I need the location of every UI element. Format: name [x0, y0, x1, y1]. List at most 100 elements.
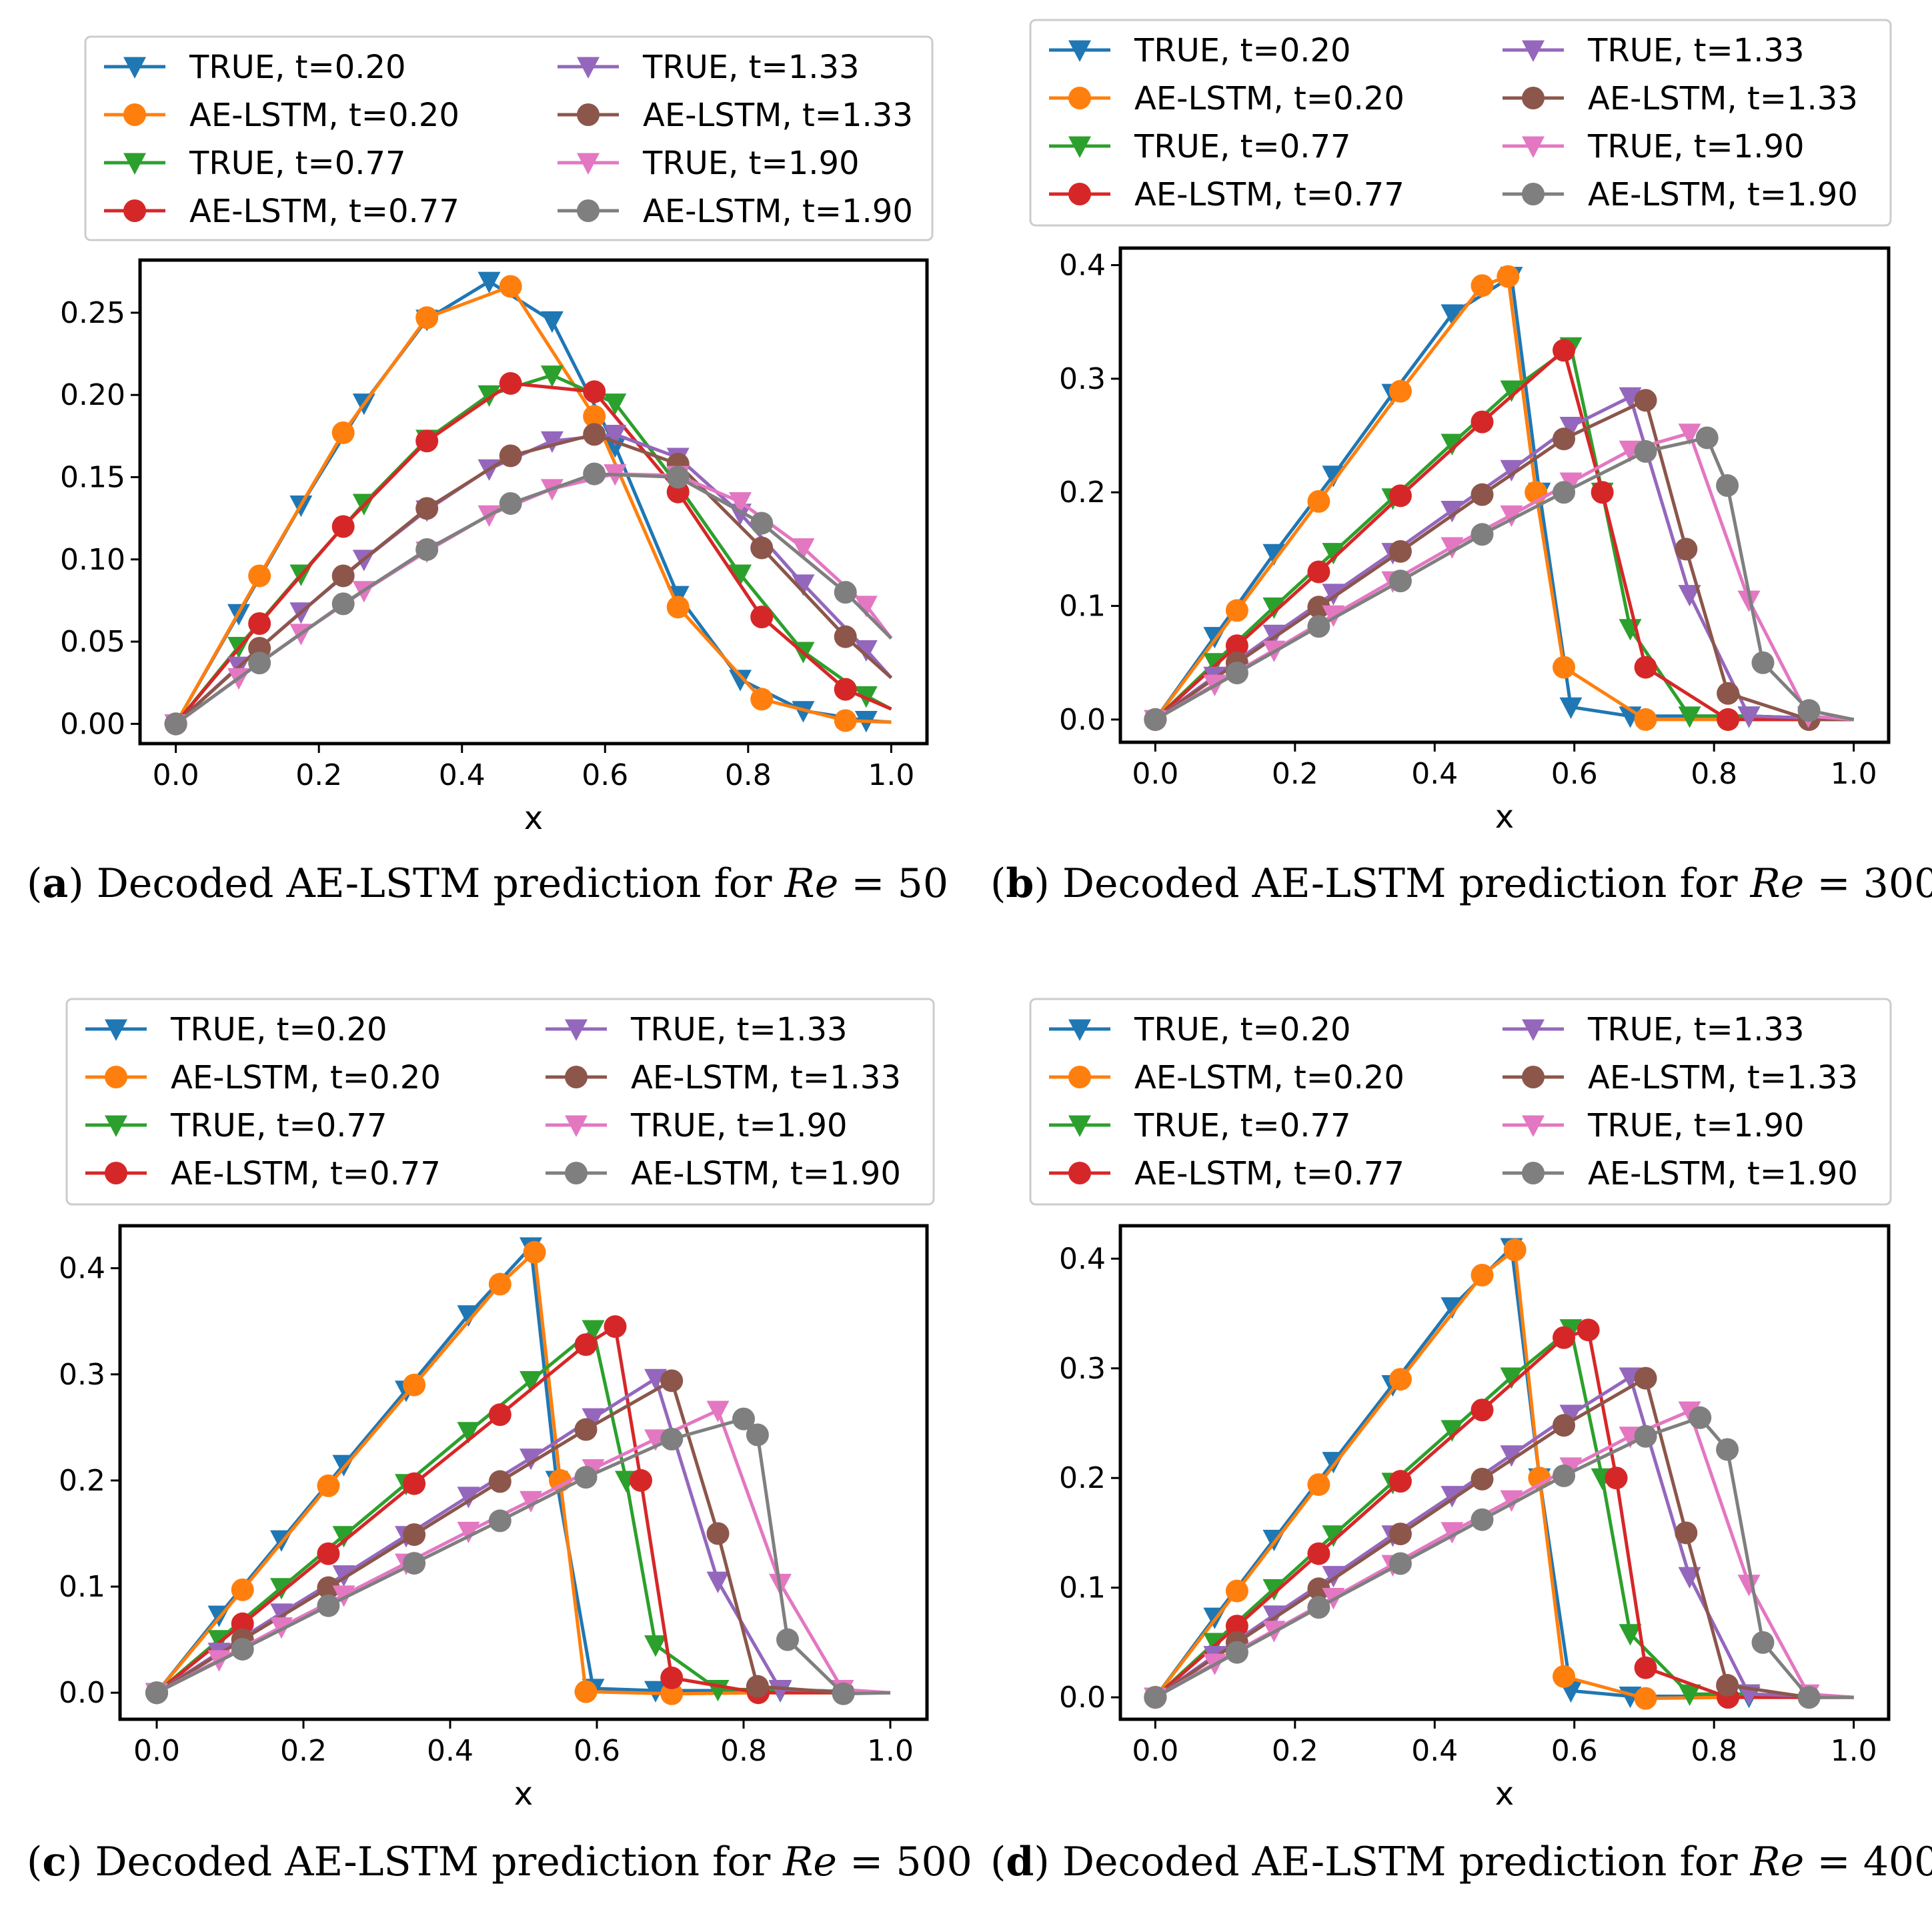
data-point	[1262, 544, 1286, 566]
legend-entry: TRUE, t=0.77	[1134, 1107, 1351, 1144]
data-point	[750, 512, 774, 535]
x-tick-label: 0.2	[1272, 757, 1318, 791]
data-point	[666, 596, 690, 619]
data-point	[1751, 1631, 1775, 1654]
data-point	[477, 385, 501, 407]
caption-var: Re	[784, 860, 839, 907]
y-tick-label: 0.10	[60, 543, 125, 577]
plot-frame	[138, 258, 929, 746]
panel-d: 0.0 0.2 0.4 0.6 0.8 1.0 0.0 0.1 0.2 0.3 0.4 x TRUE, …	[990, 998, 1932, 1885]
data-point	[1634, 656, 1657, 679]
data-point	[1440, 304, 1464, 326]
data-point	[1307, 1596, 1330, 1619]
series-line-0	[174, 279, 892, 725]
data-point	[1751, 651, 1775, 674]
data-point	[1619, 387, 1642, 409]
x-tick-label: 0.6	[582, 758, 628, 792]
caption-paren: )	[1034, 860, 1062, 907]
caption-var: Re	[782, 1839, 837, 1885]
data-point	[523, 1240, 546, 1264]
data-point	[834, 581, 857, 604]
series-group	[1144, 265, 1855, 732]
data-point	[248, 564, 271, 588]
legend-entry: TRUE, t=0.20	[1134, 1011, 1351, 1048]
y-tick-label: 0.3	[1059, 1352, 1106, 1386]
data-point	[1144, 1686, 1167, 1709]
y-tick-label: 0.4	[1059, 249, 1106, 283]
data-point	[1500, 1367, 1523, 1389]
plot-frame	[1118, 246, 1891, 744]
legend-entry: TRUE, t=0.20	[1134, 32, 1351, 69]
caption-paren: )	[68, 860, 96, 907]
y-tick-label: 0.05	[60, 625, 125, 659]
caption-label: d	[1006, 1839, 1034, 1885]
data-point	[415, 429, 439, 453]
data-point	[1675, 1521, 1698, 1545]
legend-marker	[1068, 1115, 1091, 1137]
legend-entry: AE-LSTM, t=0.77	[1134, 176, 1404, 213]
y-tick-label: 0.1	[59, 1570, 105, 1604]
legend-entry: TRUE, t=0.20	[189, 49, 406, 86]
legend-entry: TRUE, t=0.20	[170, 1011, 387, 1048]
caption-var: Re	[1750, 1839, 1805, 1885]
data-point	[1388, 540, 1412, 563]
caption-text: Decoded AE-LSTM prediction for	[1062, 860, 1751, 907]
data-point	[1440, 433, 1464, 455]
legend-entry: AE-LSTM, t=1.33	[1588, 80, 1858, 117]
data-point	[1559, 697, 1583, 720]
series-line-5	[1154, 398, 1854, 722]
data-point	[1225, 634, 1248, 658]
data-point	[231, 1578, 254, 1601]
data-point	[1440, 1522, 1464, 1544]
x-tick-label: 0.6	[574, 1734, 620, 1768]
data-point	[1553, 1464, 1576, 1487]
data-point	[1559, 1404, 1583, 1426]
caption-value: 300	[1863, 860, 1932, 907]
data-point	[403, 1523, 426, 1547]
data-point	[1634, 1366, 1657, 1390]
caption-paren: (	[27, 1839, 42, 1885]
data-point	[750, 536, 774, 560]
caption-value: 400	[1863, 1839, 1932, 1885]
data-point	[1737, 706, 1761, 728]
data-point	[1797, 699, 1821, 722]
legend-marker	[565, 1162, 588, 1184]
legend-box	[84, 35, 934, 241]
data-point	[499, 275, 522, 298]
data-point	[1500, 459, 1523, 482]
data-point	[660, 1427, 684, 1451]
data-point	[415, 497, 439, 520]
series-line-0	[1154, 275, 1854, 722]
x-tick-label: 0.0	[153, 758, 199, 792]
legend-entry: TRUE, t=0.77	[189, 145, 406, 182]
legend-entry: TRUE, t=1.33	[630, 1011, 848, 1048]
data-point	[1471, 523, 1494, 546]
caption-paren: (	[27, 860, 42, 907]
data-point	[1716, 474, 1739, 498]
data-point	[574, 1466, 598, 1489]
data-point	[1500, 1490, 1523, 1512]
data-point	[1797, 1686, 1821, 1709]
series-line-7	[1154, 1416, 1854, 1699]
series-group	[164, 271, 893, 736]
data-point	[1553, 339, 1576, 362]
panel-caption: (b) Decoded AE-LSTM prediction for Re = …	[990, 860, 1932, 907]
data-point	[660, 1682, 684, 1705]
series-line-4	[174, 432, 893, 726]
data-point	[331, 421, 355, 444]
data-point	[729, 492, 752, 514]
series-line-4	[1154, 1375, 1854, 1699]
data-point	[1322, 605, 1345, 628]
data-point	[1388, 1470, 1412, 1493]
data-point	[644, 1368, 667, 1391]
legend: TRUE, t=0.20 AE-LSTM, t=0.20 TRUE, t=0.77 A…	[1029, 19, 1892, 227]
x-tick-label: 0.8	[720, 1734, 767, 1768]
series-line-1	[1154, 1248, 1854, 1701]
data-point	[1678, 585, 1701, 607]
legend-marker	[123, 57, 146, 79]
data-point	[854, 640, 878, 662]
legend-entry: AE-LSTM, t=0.20	[1134, 80, 1404, 117]
series-group	[1144, 1238, 1854, 1710]
data-point	[1553, 1665, 1576, 1688]
data-point	[331, 592, 355, 616]
